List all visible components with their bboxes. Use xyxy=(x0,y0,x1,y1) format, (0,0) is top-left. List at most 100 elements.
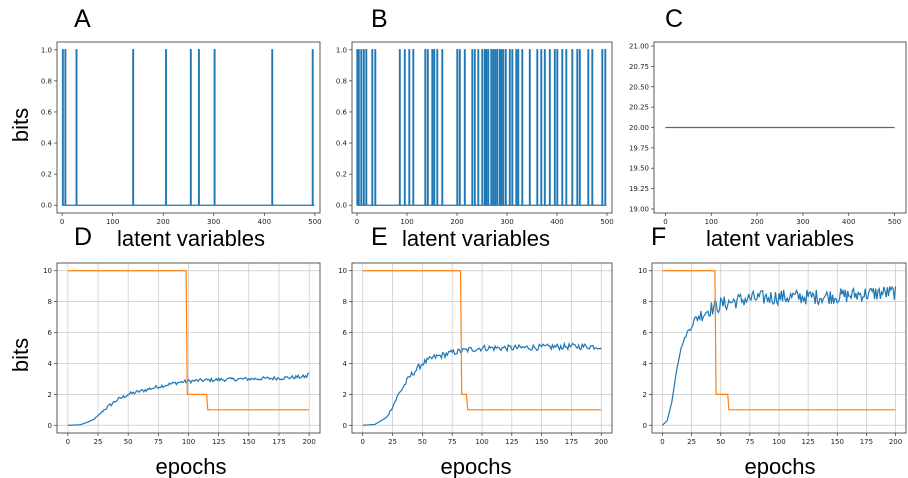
y-tick-label: 0.2 xyxy=(336,171,347,179)
x-tick-label: 50 xyxy=(716,438,725,446)
x-tick-label: 125 xyxy=(212,438,225,446)
x-tick-label: 200 xyxy=(889,438,902,446)
series-line-spikes xyxy=(61,49,315,206)
x-axis-label: latent variables xyxy=(402,226,550,251)
x-tick-label: 25 xyxy=(94,438,103,446)
x-axis-label: epochs xyxy=(441,454,512,478)
y-tick-label: 20.50 xyxy=(629,83,649,91)
x-tick-label: 400 xyxy=(550,218,563,226)
panel-c: 0 100 200 300 400 500 19.00 19.25 19.50 19.75 20.0… xyxy=(629,5,907,251)
y-tick-label: 4 xyxy=(643,360,648,368)
panel-letter: E xyxy=(371,223,388,251)
y-tick-label: 8 xyxy=(48,298,52,306)
panel-b: 0 100 200 300 400 500 0.0 0.2 0.4 0.6 0.8 1.0 Blaten… xyxy=(336,5,614,251)
x-tick-label: 500 xyxy=(308,218,321,226)
y-tick-label: 19.25 xyxy=(629,185,649,193)
axes-frame xyxy=(56,41,321,214)
y-tick-label: 0.4 xyxy=(336,140,348,148)
x-tick-label: 125 xyxy=(505,438,518,446)
x-tick-label: 300 xyxy=(796,218,809,226)
y-tick-label: 2 xyxy=(48,391,52,399)
x-tick-label: 25 xyxy=(687,438,696,446)
x-tick-label: 150 xyxy=(242,438,255,446)
y-tick-label: 6 xyxy=(343,329,348,337)
y-tick-label: 10 xyxy=(43,267,52,275)
y-tick-label: 19.75 xyxy=(629,144,649,152)
ylabel-bottom-row: bits xyxy=(8,338,33,372)
x-tick-label: 400 xyxy=(842,218,855,226)
x-tick-label: 50 xyxy=(124,438,133,446)
panel-letter: C xyxy=(665,5,683,33)
y-tick-label: 20.00 xyxy=(629,124,649,132)
y-tick-label: 2 xyxy=(343,391,347,399)
y-tick-label: 0 xyxy=(343,422,347,430)
y-tick-label: 1.0 xyxy=(41,46,52,54)
y-tick-label: 0.0 xyxy=(41,202,52,210)
x-tick-label: 100 xyxy=(772,438,785,446)
x-tick-label: 100 xyxy=(182,438,195,446)
x-tick-label: 75 xyxy=(448,438,457,446)
x-tick-label: 25 xyxy=(388,438,397,446)
x-axis-label: latent variables xyxy=(706,226,854,251)
x-tick-label: 150 xyxy=(831,438,844,446)
panel-letter: A xyxy=(74,5,91,33)
y-tick-label: 0.6 xyxy=(41,108,53,116)
x-tick-label: 200 xyxy=(595,438,608,446)
y-tick-label: 0 xyxy=(48,422,52,430)
y-tick-label: 0.4 xyxy=(41,140,53,148)
x-axis-label: epochs xyxy=(745,454,816,478)
y-tick-label: 0 xyxy=(643,422,647,430)
x-tick-label: 500 xyxy=(888,218,901,226)
y-tick-label: 10 xyxy=(638,267,647,275)
x-axis-label: latent variables xyxy=(117,226,265,251)
y-tick-label: 0.8 xyxy=(41,77,52,85)
y-tick-label: 0.2 xyxy=(41,171,52,179)
series-line-orange xyxy=(362,270,602,411)
x-tick-label: 200 xyxy=(750,218,763,226)
x-axis-label: epochs xyxy=(156,454,227,478)
series-line-blue xyxy=(362,341,602,426)
x-tick-label: 50 xyxy=(418,438,427,446)
y-tick-label: 8 xyxy=(343,298,347,306)
y-tick-label: 0.0 xyxy=(336,202,347,210)
x-tick-label: 0 xyxy=(663,218,667,226)
y-tick-label: 8 xyxy=(643,298,647,306)
x-tick-label: 100 xyxy=(475,438,488,446)
x-tick-label: 75 xyxy=(154,438,163,446)
y-tick-label: 19.50 xyxy=(629,165,649,173)
series-line-orange xyxy=(67,270,310,411)
x-tick-label: 300 xyxy=(500,218,513,226)
series-line-orange xyxy=(662,270,896,411)
panel-letter: B xyxy=(371,5,388,33)
x-tick-label: 100 xyxy=(705,218,718,226)
ylabel-top-row: bits xyxy=(8,108,33,142)
y-tick-label: 4 xyxy=(48,360,53,368)
x-tick-label: 200 xyxy=(450,218,463,226)
x-tick-label: 100 xyxy=(400,218,413,226)
y-tick-label: 10 xyxy=(338,267,347,275)
x-tick-label: 125 xyxy=(801,438,814,446)
series-line-blue xyxy=(67,372,310,426)
y-tick-label: 0.6 xyxy=(336,108,348,116)
y-tick-label: 0.8 xyxy=(336,77,347,85)
y-tick-label: 6 xyxy=(48,329,53,337)
y-tick-label: 19.00 xyxy=(629,205,649,213)
x-tick-label: 300 xyxy=(207,218,220,226)
series-line-spikes xyxy=(356,49,607,206)
y-tick-label: 4 xyxy=(343,360,348,368)
x-tick-label: 0 xyxy=(66,438,70,446)
x-tick-label: 0 xyxy=(60,218,64,226)
x-tick-label: 150 xyxy=(535,438,548,446)
x-tick-label: 500 xyxy=(600,218,613,226)
y-tick-label: 21.00 xyxy=(629,43,649,51)
x-tick-label: 200 xyxy=(157,218,170,226)
panel-letter: F xyxy=(651,223,666,251)
x-tick-label: 175 xyxy=(272,438,285,446)
x-tick-label: 75 xyxy=(745,438,754,446)
x-tick-label: 200 xyxy=(302,438,315,446)
x-tick-label: 0 xyxy=(660,438,664,446)
